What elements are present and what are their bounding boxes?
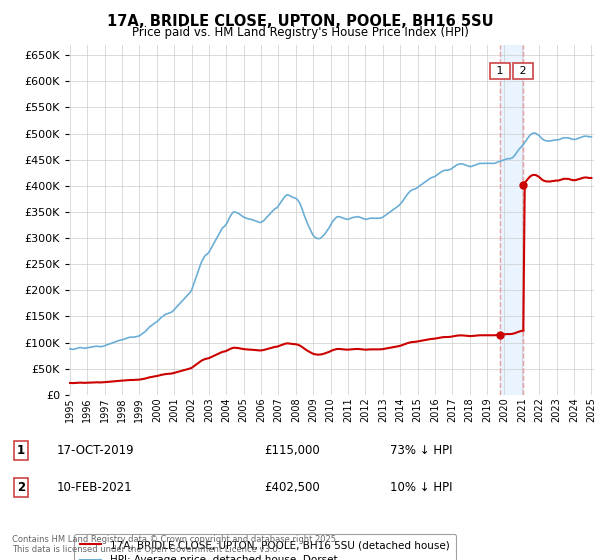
Text: 73% ↓ HPI: 73% ↓ HPI [390, 444, 452, 458]
Text: 2: 2 [516, 66, 530, 76]
Text: 1: 1 [17, 444, 25, 458]
Text: Price paid vs. HM Land Registry's House Price Index (HPI): Price paid vs. HM Land Registry's House … [131, 26, 469, 39]
Text: 17A, BRIDLE CLOSE, UPTON, POOLE, BH16 5SU: 17A, BRIDLE CLOSE, UPTON, POOLE, BH16 5S… [107, 14, 493, 29]
Text: Contains HM Land Registry data © Crown copyright and database right 2025.
This d: Contains HM Land Registry data © Crown c… [12, 535, 338, 554]
Text: 2: 2 [17, 480, 25, 494]
Text: 10-FEB-2021: 10-FEB-2021 [57, 480, 133, 494]
Text: £115,000: £115,000 [264, 444, 320, 458]
Text: 10% ↓ HPI: 10% ↓ HPI [390, 480, 452, 494]
Legend: 17A, BRIDLE CLOSE, UPTON, POOLE, BH16 5SU (detached house), HPI: Average price, : 17A, BRIDLE CLOSE, UPTON, POOLE, BH16 5S… [74, 534, 455, 560]
Text: 17-OCT-2019: 17-OCT-2019 [57, 444, 134, 458]
Bar [500, 45, 523, 395]
Text: 1: 1 [493, 66, 507, 76]
Text: £402,500: £402,500 [264, 480, 320, 494]
